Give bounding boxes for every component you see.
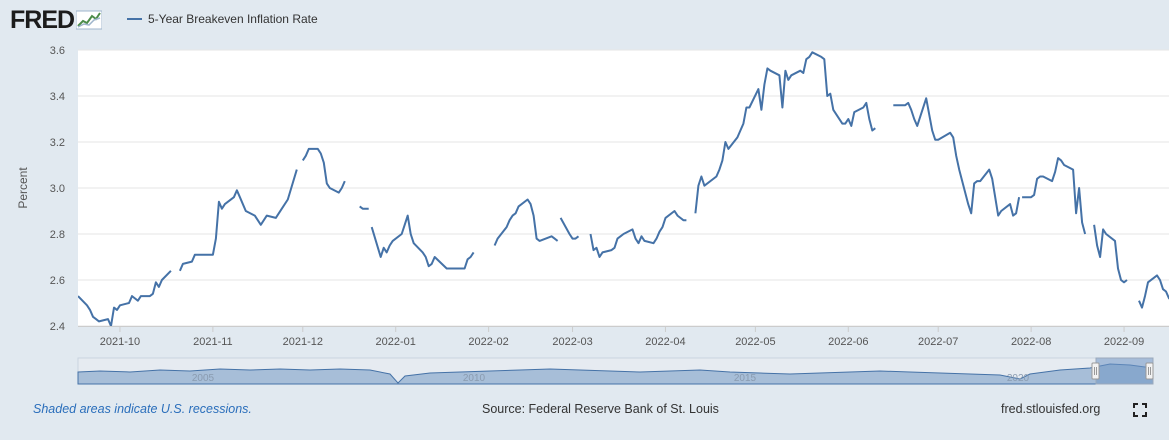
recession-note-link[interactable]: Shaded areas indicate U.S. recessions. (33, 402, 252, 416)
fullscreen-icon[interactable] (1133, 403, 1147, 417)
series-line-segment (370, 214, 475, 270)
navigator-right-handle[interactable] (1145, 362, 1154, 380)
series-line-segment (493, 198, 559, 246)
series-line-segment (589, 210, 687, 258)
y-tick-label: 2.8 (50, 229, 65, 241)
series-lines (78, 51, 1169, 326)
x-tick-label: 2022-08 (1011, 336, 1051, 348)
x-tick-label: 2022-06 (828, 336, 868, 348)
y-tick-label: 3.4 (50, 91, 65, 103)
footer: Shaded areas indicate U.S. recessions. S… (0, 396, 1169, 424)
navigator-left-handle[interactable] (1091, 362, 1100, 380)
series-line-segment (359, 205, 369, 210)
navigator-year-label: 2015 (734, 373, 757, 384)
series-line-segment (78, 270, 172, 326)
navigator-selected-range[interactable] (1095, 357, 1154, 385)
site-link[interactable]: fred.stlouisfed.org (1001, 402, 1101, 416)
series-line-segment (694, 51, 876, 214)
fred-logo-text: FRED (10, 5, 75, 34)
series-line-segment (178, 169, 298, 272)
x-tick-label: 2022-09 (1104, 336, 1144, 348)
y-tick-label: 3.0 (50, 183, 65, 195)
x-tick-label: 2022-02 (468, 336, 508, 348)
navigator-year-label: 2020 (1007, 373, 1030, 384)
line-chart[interactable]: 2.42.62.83.03.23.43.6 2021-10 2021-11 2021… (0, 38, 1169, 388)
series-line-segment (893, 97, 1021, 217)
series-line-segment (301, 147, 346, 194)
y-axis-title: Percent (16, 167, 30, 209)
navigator-year-label: 2010 (463, 373, 486, 384)
fred-chart-logo-icon (76, 10, 103, 30)
x-tick-label: 2022-05 (735, 336, 775, 348)
x-tick-label: 2021-10 (100, 336, 140, 348)
x-axis: 2021-10 2021-11 2021-12 2022-01 2022-02 2022-… (78, 326, 1169, 348)
x-tick-label: 2022-01 (376, 336, 416, 348)
navigator-year-label: 2005 (192, 373, 215, 384)
series-line-segment (1022, 157, 1087, 235)
y-axis: 2.4 2.6 2.8 3.0 3.2 3.4 3.6 (50, 45, 65, 333)
series-line-segment (559, 217, 580, 240)
navigator-area (77, 363, 1154, 385)
source-note: Source: Federal Reserve Bank of St. Loui… (482, 402, 719, 416)
x-tick-label: 2022-04 (645, 336, 685, 348)
range-navigator[interactable]: 2005 2010 2015 2020 (77, 357, 1154, 385)
x-tick-label: 2022-07 (918, 336, 958, 348)
series-line-segment (1093, 224, 1128, 284)
y-tick-label: 2.6 (50, 275, 65, 287)
x-tick-label: 2021-11 (193, 336, 233, 348)
x-tick-label: 2022-03 (552, 336, 592, 348)
y-tick-label: 3.2 (50, 137, 65, 149)
legend-line-swatch (127, 18, 142, 20)
fred-logo[interactable]: FRED (10, 5, 103, 35)
legend-series-label: 5-Year Breakeven Inflation Rate (148, 12, 318, 26)
x-tick-label: 2021-12 (283, 336, 323, 348)
header: FRED 5-Year Breakeven Inflation Rate (0, 0, 1169, 42)
y-tick-label: 3.6 (50, 45, 65, 57)
series-line-segment (1138, 274, 1169, 309)
chart-legend[interactable]: 5-Year Breakeven Inflation Rate (127, 12, 318, 26)
y-tick-label: 2.4 (50, 321, 65, 333)
